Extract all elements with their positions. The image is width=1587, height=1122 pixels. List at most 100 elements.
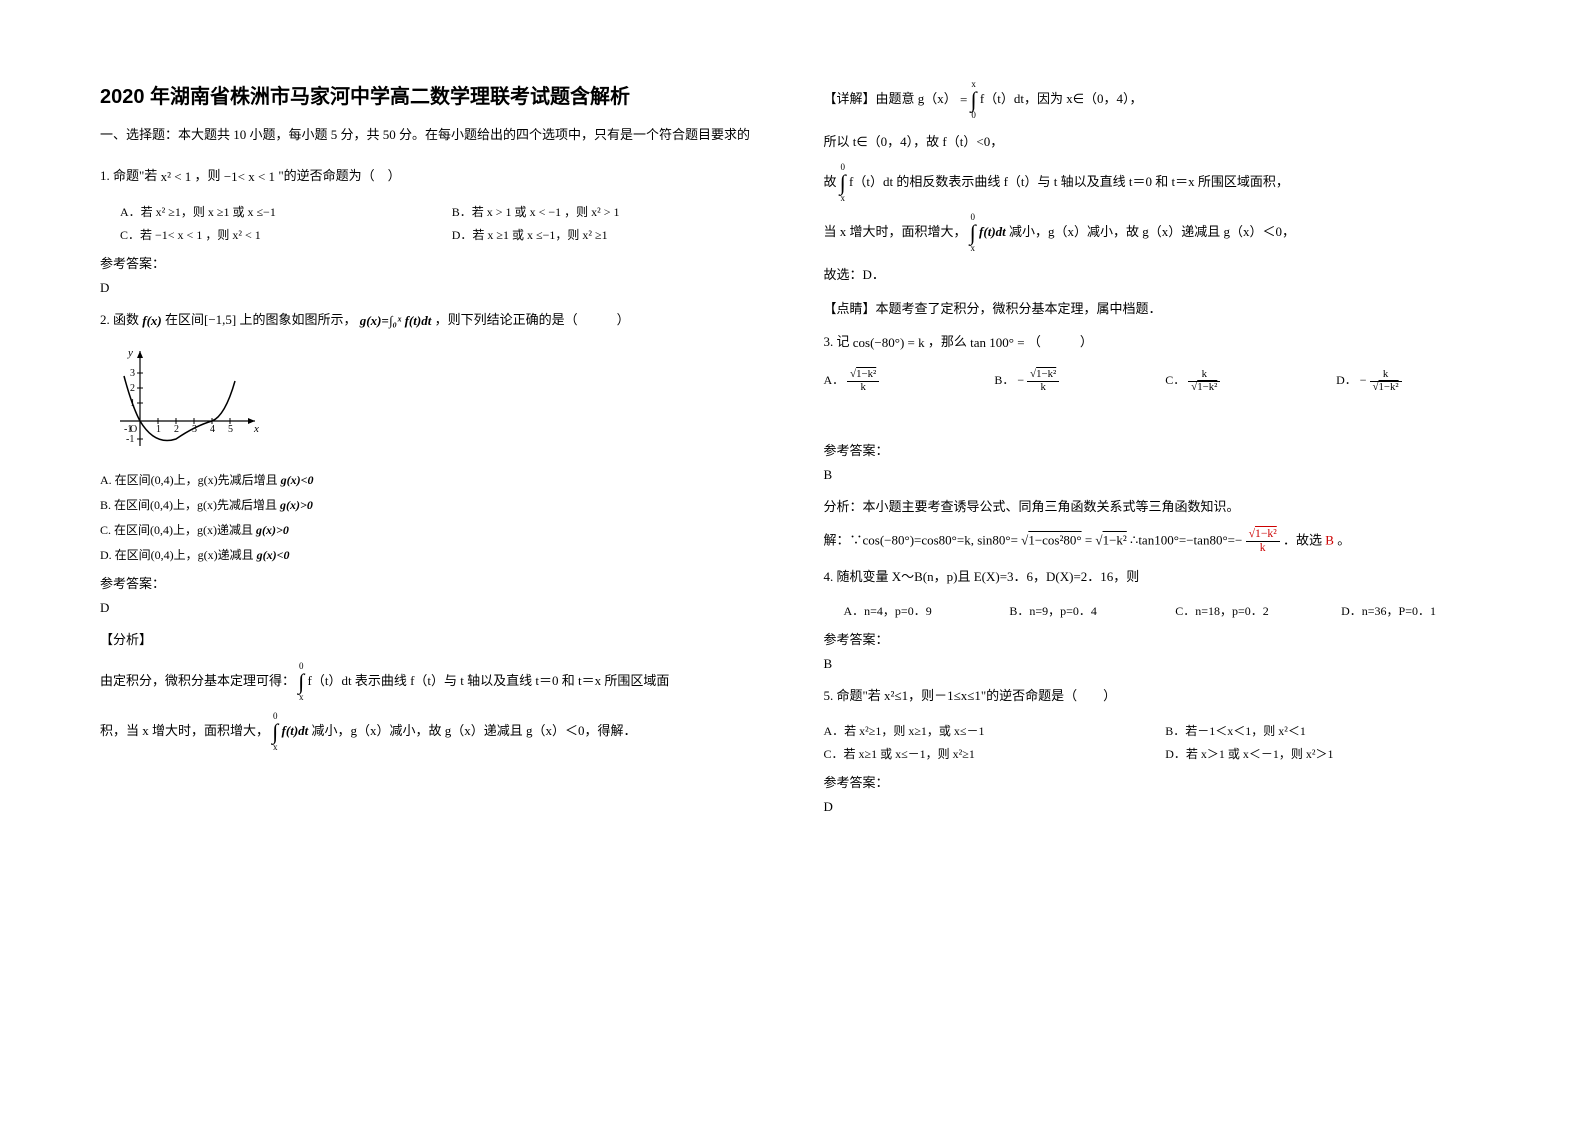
q1-optB-suffix: ，则 <box>564 205 588 219</box>
q3-optD-neg: − <box>1360 373 1367 387</box>
math-tan100: tan 100° = <box>970 331 1024 354</box>
q1-optA-prefix: A．若 <box>120 205 153 219</box>
q1-option-d: D．若 x ≥1 或 x ≤−1，则 x² ≥1 <box>452 226 764 243</box>
choice-b-red: B <box>1325 532 1334 547</box>
question-1: 1. 命题"若 x² < 1 ，则 −1< x < 1 "的逆否命题为（ ） <box>100 164 764 189</box>
q5-answer-label: 参考答案： <box>824 772 1488 791</box>
q2-detail2-suffix: f（t）dt 的相反数表示曲线 f（t）与 t 轴以及直线 t＝0 和 t＝x … <box>849 174 1289 189</box>
q1-optD-mid: ≥1 或 <box>496 228 524 242</box>
q2-stem-suffix: ，则下列结论正确的是（ ） <box>435 312 630 327</box>
q5-options-row1: A．若 x²≥1，则 x≥1，或 x≤－1 B．若－1＜x＜1，则 x²＜1 <box>824 722 1488 739</box>
sqrt1k2-c: 1−k² <box>1197 381 1217 393</box>
q3-optB-label: B． <box>994 373 1014 387</box>
sqrt1k2-sol: 1−k² <box>1103 532 1127 547</box>
math-gxgt0-b: g(x)>0 <box>280 498 313 512</box>
math-xd1: x <box>487 228 493 242</box>
math-cos80: cos(−80°) = k <box>853 331 925 354</box>
integral-icon-2: 0∫x <box>272 712 278 752</box>
q4-answer: B <box>824 656 1488 672</box>
q1-option-b: B．若 x > 1 或 x < −1 ，则 x² > 1 <box>452 203 764 220</box>
q2-optC-text: C. 在区间(0,4)上，g(x)递减且 <box>100 523 253 537</box>
q1-option-a: A．若 x² ≥1，则 x ≥1 或 x ≤−1 <box>120 203 432 220</box>
question-5: 5. 命题"若 x²≤1，则－1≤x≤1"的逆否命题是（ ） <box>824 684 1488 707</box>
svg-text:x: x <box>253 423 259 435</box>
q3-optD-label: D． <box>1336 373 1357 387</box>
q3-options: A． √1−k² k B． − √1−k² k C． k √1−k² <box>824 369 1488 394</box>
question-2: 2. 函数 f(x) 在区间[−1,5] 上的图象如图所示， g(x)=∫₀ˣ … <box>100 308 764 333</box>
q3-option-c: C． k √1−k² <box>1165 369 1316 394</box>
svg-text:4: 4 <box>210 424 215 435</box>
q4-option-c: C．n=18，p=0．2 <box>1175 602 1321 619</box>
q5-options-row2: C．若 x≥1 或 x≤－1，则 x²≥1 D．若 x＞1 或 x＜－1，则 x… <box>824 745 1488 762</box>
q1-optB-mid: 或 <box>515 205 527 219</box>
svg-text:2: 2 <box>174 424 179 435</box>
q3-sol-end: 。 <box>1337 532 1350 547</box>
q2-fenxi-label: 【分析】 <box>100 628 764 651</box>
frac-d: k √1−k² <box>1370 369 1402 394</box>
q1-stem-suffix: "的逆否命题为（ ） <box>278 168 400 183</box>
q2-stem-mid: 在区间[−1,5] 上的图象如图所示， <box>165 312 357 327</box>
q2-optB-text: B. 在区间(0,4)上，g(x)先减后增且 <box>100 498 277 512</box>
q2-detail3: 当 x 增大时，面积增大， 0∫x f(t)dt 减小，g（x）减小，故 g（x… <box>824 213 1488 253</box>
q3-sol-prefix: 解：∵cos(−80°)=cos80°=k, sin80°= <box>824 532 1018 547</box>
q2-optD-text: D. 在区间(0,4)上，g(x)递减且 <box>100 548 254 562</box>
q3-optC-label: C． <box>1165 373 1185 387</box>
q5-option-d: D．若 x＞1 或 x＜－1，则 x²＞1 <box>1165 745 1487 762</box>
sqrt1k2-d: 1−k² <box>1379 381 1399 393</box>
integral-icon-1: 0∫x <box>298 662 304 702</box>
q3-optA-label: A． <box>824 373 845 387</box>
q2-answer: D <box>100 600 764 616</box>
q1-options-row2: C．若 −1< x < 1 ，则 x² < 1 D．若 x ≥1 或 x ≤−1… <box>120 226 764 243</box>
q3-stem-mid: ，那么 <box>928 334 967 349</box>
q2-detail4: 故选：D． <box>824 263 1488 286</box>
sqrt1k2-sol2: 1−k² <box>1255 527 1277 540</box>
frac-b: √1−k² k <box>1027 369 1059 394</box>
q1-optD-prefix: D．若 <box>452 228 485 242</box>
question-3: 3. 记 cos(−80°) = k ，那么 tan 100° = （ ） <box>824 330 1488 355</box>
q2-detail2: 故 0∫x f（t）dt 的相反数表示曲线 f（t）与 t 轴以及直线 t＝0 … <box>824 163 1488 203</box>
q2-detail3-suffix: 减小，g（x）减小，故 g（x）递减且 g（x）＜0， <box>1009 224 1295 239</box>
integral-icon-5: 0∫x <box>970 213 976 253</box>
math-x2d: x² <box>582 228 592 242</box>
q3-sol-suffix: ．故选 <box>1283 532 1322 547</box>
q3-stem-prefix: 3. 记 <box>824 334 850 349</box>
math-x2lt1c: x² < 1 <box>232 228 260 242</box>
q1-optD-mid2: ≤−1，则 <box>536 228 579 242</box>
q5-option-c: C．若 x≥1 或 x≤－1，则 x²≥1 <box>824 745 1146 762</box>
graph-svg: x y O -1 1 2 3 4 5 1 2 3 -1 <box>110 346 260 456</box>
q2-answer-label: 参考答案： <box>100 573 764 592</box>
q2-fenxi1-suffix: f（t）dt 表示曲线 f（t）与 t 轴以及直线 t＝0 和 t＝x 所围区域… <box>308 673 670 688</box>
frac-c: k √1−k² <box>1188 369 1220 394</box>
math-gxlt0-a: g(x)<0 <box>281 473 314 487</box>
q1-option-c: C．若 −1< x < 1 ，则 x² < 1 <box>120 226 432 243</box>
q5-option-a: A．若 x²≥1，则 x≥1，或 x≤－1 <box>824 722 1146 739</box>
question-4: 4. 随机变量 X～B(n，p)且 E(X)=3．6，D(X)=2．16，则 <box>824 565 1488 588</box>
q1-optB-prefix: B．若 <box>452 205 484 219</box>
q3-sol-mid1: = <box>1085 532 1092 547</box>
q2-fenxi2-prefix: 积，当 x 增大时，面积增大， <box>100 723 269 738</box>
q2-fenxi2-suffix: 减小，g（x）减小，故 g（x）递减且 g（x）＜0，得解． <box>312 723 637 738</box>
math-x: x <box>208 205 214 219</box>
q3-option-a: A． √1−k² k <box>824 369 975 394</box>
q2-option-b: B. 在区间(0,4)上，g(x)先减后增且 g(x)>0 <box>100 496 764 513</box>
q3-answer-label: 参考答案： <box>824 440 1488 459</box>
svg-text:-1: -1 <box>126 434 134 445</box>
q2-fenxi1: 由定积分，微积分基本定理可得： 0∫x f（t）dt 表示曲线 f（t）与 t … <box>100 662 764 702</box>
math-xd2: x <box>527 228 533 242</box>
function-graph: x y O -1 1 2 3 4 5 1 2 3 -1 <box>110 346 764 461</box>
q2-detail3-prefix: 当 x 增大时，面积增大， <box>824 224 967 239</box>
svg-text:2: 2 <box>130 383 135 394</box>
frac-sol: √1−k² k <box>1246 528 1280 555</box>
frac-a: √1−k² k <box>847 369 879 394</box>
q2-option-d: D. 在区间(0,4)上，g(x)递减且 g(x)<0 <box>100 546 764 563</box>
math-neg1ltxlt1: −1< x < 1 <box>155 228 202 242</box>
q3-sol-mid2: ∴tan100°=−tan80°=− <box>1130 532 1242 547</box>
document-title: 2020 年湖南省株洲市马家河中学高二数学理联考试题含解析 <box>100 80 764 109</box>
q4-answer-label: 参考答案： <box>824 629 1488 648</box>
q2-option-c: C. 在区间(0,4)上，g(x)递减且 g(x)>0 <box>100 521 764 538</box>
page-container: 2020 年湖南省株洲市马家河中学高二数学理联考试题含解析 一、选择题：本大题共… <box>0 0 1587 867</box>
q2-detail-prefix: 【详解】由题意 g（x） <box>824 91 957 106</box>
math-x2lt1: x² < 1 <box>161 165 192 188</box>
math-xltneg1: x < −1 <box>530 205 562 219</box>
q2-fenxi2: 积，当 x 增大时，面积增大， 0∫x f(t)dt 减小，g（x）减小，故 g… <box>100 712 764 752</box>
